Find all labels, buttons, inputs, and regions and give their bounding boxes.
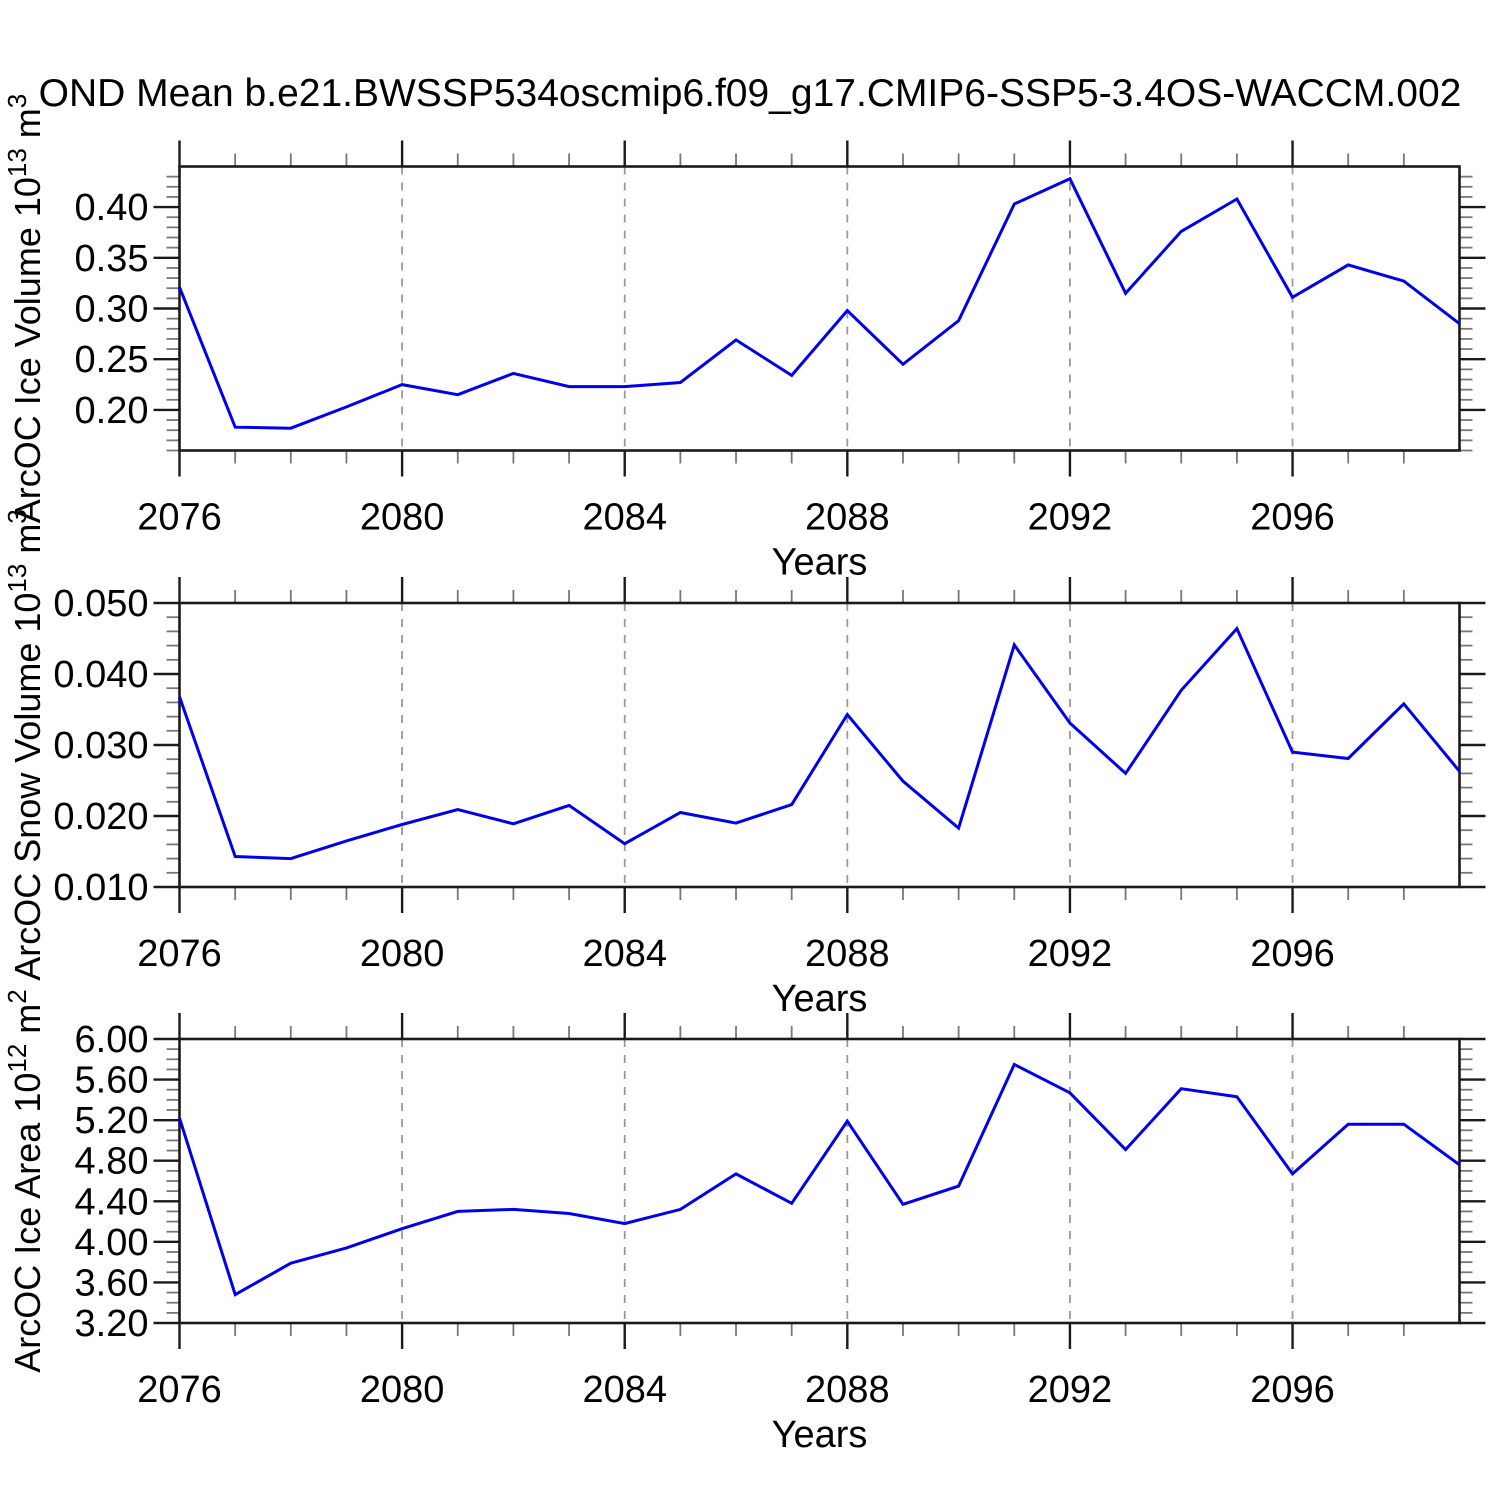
y-axis-title-segment: ArcOC Ice Volume 10 — [7, 177, 48, 523]
y-axis-title: ArcOC Snow Volume 1013 m3 — [2, 509, 48, 981]
x-tick-label: 2076 — [137, 497, 222, 539]
y-axis-title-segment: m — [7, 108, 48, 148]
y-tick-label: 3.60 — [75, 1262, 149, 1304]
y-tick-label: 0.20 — [75, 390, 149, 432]
y-tick-label: 4.80 — [75, 1141, 149, 1183]
x-tick-label: 2088 — [805, 1369, 890, 1411]
y-axis-title-segment: ArcOC Snow Volume 10 — [7, 593, 48, 981]
x-tick-label: 2080 — [360, 933, 445, 975]
x-tick-label: 2084 — [582, 1369, 667, 1411]
y-tick-label: 0.25 — [75, 339, 149, 381]
y-tick-label: 0.010 — [53, 867, 148, 909]
x-tick-label: 2092 — [1028, 497, 1113, 539]
plot-frame — [178, 1037, 1461, 1325]
y-tick-label: 0.35 — [75, 238, 149, 280]
chart-title: OND Mean b.e21.BWSSP534oscmip6.f09_g17.C… — [38, 72, 1462, 115]
x-tick-label: 2080 — [360, 1369, 445, 1411]
y-tick-label: 4.00 — [75, 1222, 149, 1264]
y-tick-label: 5.20 — [75, 1100, 149, 1142]
x-tick-label: 2096 — [1250, 1369, 1335, 1411]
x-tick-label: 2088 — [805, 933, 890, 975]
x-axis-title: Years — [772, 978, 868, 1020]
x-tick-label: 2084 — [582, 933, 667, 975]
y-tick-label: 0.020 — [53, 796, 148, 838]
y-tick-label: 0.030 — [53, 725, 148, 767]
y-axis-title-segment: 12 — [2, 1044, 32, 1073]
y-tick-label: 5.60 — [75, 1060, 149, 1102]
y-tick-label: 0.40 — [75, 187, 149, 229]
y-tick-label: 4.40 — [75, 1181, 149, 1223]
y-tick-label: 6.00 — [75, 1019, 149, 1061]
y-axis-title-segment: 2 — [2, 989, 32, 1003]
y-axis-title: ArcOC Ice Area 1012 m2 — [2, 989, 48, 1373]
plot-frame — [178, 165, 1461, 452]
y-tick-label: 0.040 — [53, 654, 148, 696]
x-tick-label: 2084 — [582, 497, 667, 539]
y-tick-label: 0.050 — [53, 583, 148, 625]
panel-arcoc-snow-volume: 0.050 0.040 0.030 0.020 0.010 2076 2080 2084 208… — [2, 509, 1486, 1020]
x-tick-label: 2096 — [1250, 497, 1335, 539]
panel-arcoc-ice-area: 6.005.605.204.804.404.003.603.20 2076 2080… — [2, 989, 1486, 1456]
y-axis-title-segment: 3 — [2, 509, 32, 523]
y-axis-title-segment: 3 — [2, 94, 32, 108]
x-tick-label: 2080 — [360, 497, 445, 539]
x-tick-label: 2088 — [805, 497, 890, 539]
x-axis-title: Years — [772, 1414, 868, 1456]
y-axis-title: ArcOC Ice Volume 1013 m3 — [2, 94, 48, 524]
x-tick-label: 2076 — [137, 1369, 222, 1411]
data-line-arcoc-ice-volume — [178, 176, 1461, 430]
x-tick-label: 2092 — [1028, 933, 1113, 975]
y-tick-label: 3.20 — [75, 1303, 149, 1345]
data-line-arcoc-snow-volume — [178, 625, 1461, 861]
data-line-arcoc-ice-area — [178, 1062, 1461, 1297]
panel-arcoc-ice-volume: 0.40 0.35 0.30 0.25 0.20 2076 2080 2084 2088 2092… — [2, 94, 1486, 584]
x-tick-label: 2096 — [1250, 933, 1335, 975]
x-axis-title: Years — [772, 542, 868, 584]
y-axis-title-segment: ArcOC Ice Area 10 — [7, 1073, 48, 1373]
y-axis-title-segment: m — [7, 1004, 48, 1044]
plot-frame — [178, 601, 1461, 889]
y-axis-title-segment: 13 — [2, 148, 32, 177]
x-tick-label: 2076 — [137, 933, 222, 975]
y-tick-label: 0.30 — [75, 289, 149, 331]
x-tick-label: 2092 — [1028, 1369, 1113, 1411]
y-axis-title-segment: m — [7, 524, 48, 564]
y-axis-title-segment: 13 — [2, 564, 32, 593]
